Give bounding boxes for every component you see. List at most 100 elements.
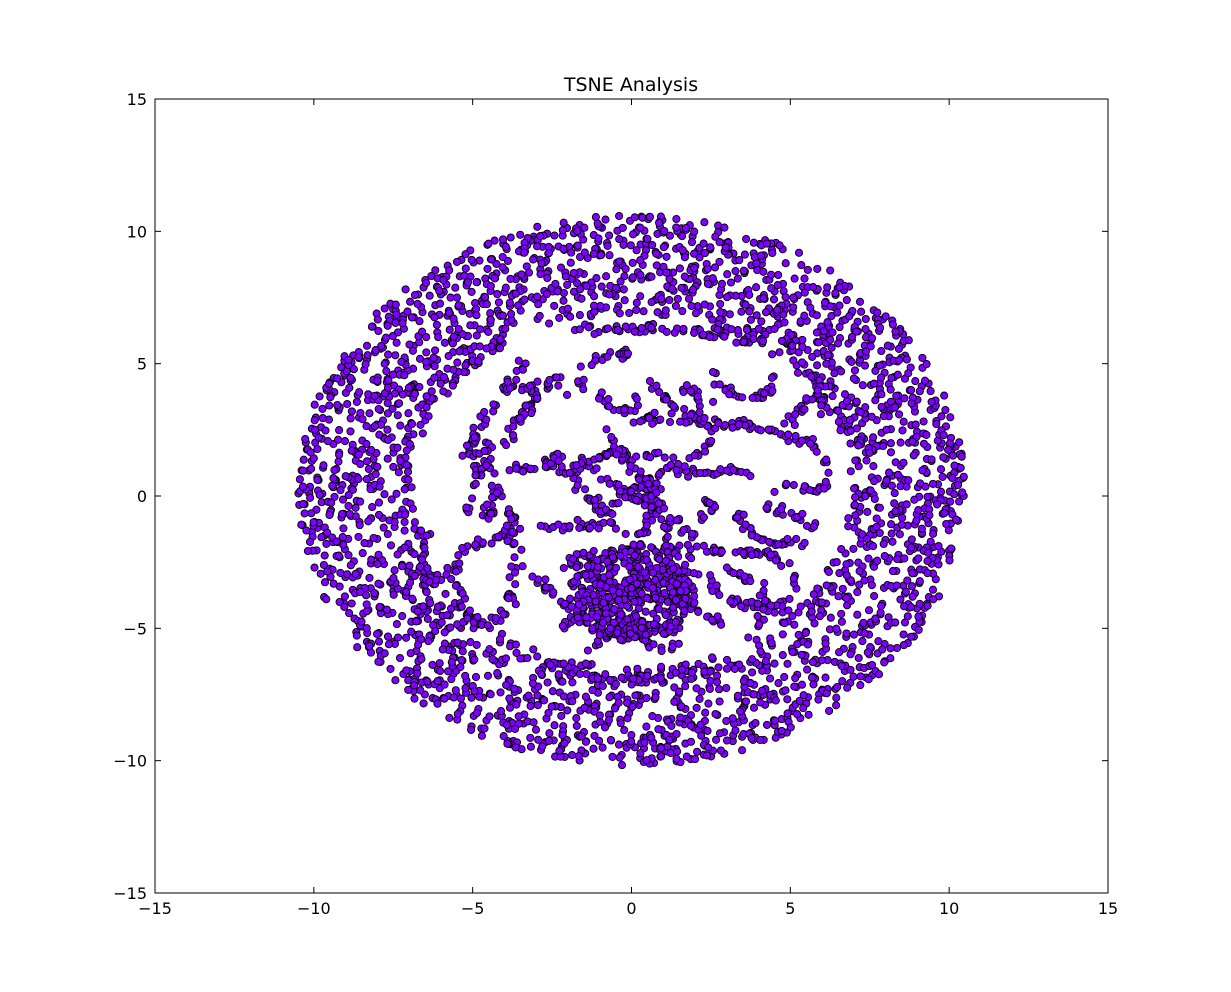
data-point xyxy=(851,456,860,465)
data-point xyxy=(860,629,869,638)
data-point xyxy=(677,702,686,711)
data-point xyxy=(808,352,817,361)
data-point xyxy=(480,446,489,456)
data-point xyxy=(371,346,380,355)
data-point xyxy=(855,567,864,576)
data-point xyxy=(684,294,694,303)
data-point xyxy=(498,235,508,244)
data-point xyxy=(662,327,671,336)
data-point xyxy=(890,499,899,508)
data-point xyxy=(778,651,787,660)
data-point xyxy=(809,590,818,599)
data-point xyxy=(886,439,895,448)
data-point xyxy=(471,672,481,682)
data-point xyxy=(762,503,771,512)
data-point xyxy=(332,537,341,546)
data-point xyxy=(739,337,748,346)
data-point xyxy=(867,581,876,590)
data-point xyxy=(510,684,519,693)
data-point xyxy=(770,487,779,496)
data-point xyxy=(838,677,847,686)
data-point xyxy=(672,516,681,525)
data-point xyxy=(738,746,747,755)
data-point xyxy=(820,484,829,493)
data-point xyxy=(548,687,557,696)
data-point xyxy=(652,488,661,497)
data-point xyxy=(495,344,505,353)
data-point xyxy=(620,405,629,414)
data-point xyxy=(573,572,582,581)
data-point xyxy=(383,425,392,434)
data-point xyxy=(911,377,920,386)
chart-title: TSNE Analysis xyxy=(563,74,698,96)
data-point xyxy=(803,665,812,674)
data-point xyxy=(909,451,918,460)
data-point xyxy=(421,278,431,288)
data-point xyxy=(374,637,384,646)
data-point xyxy=(786,723,795,732)
data-point xyxy=(470,655,479,664)
data-point xyxy=(341,472,350,481)
data-point xyxy=(444,351,453,361)
data-point xyxy=(384,640,393,649)
data-point xyxy=(657,294,666,304)
data-point xyxy=(630,551,639,560)
data-point xyxy=(467,255,476,264)
data-point xyxy=(357,617,366,626)
data-point xyxy=(661,306,670,315)
data-point xyxy=(484,239,493,248)
data-point xyxy=(593,674,602,683)
data-point xyxy=(755,591,764,600)
data-point xyxy=(862,534,872,543)
data-point xyxy=(715,697,724,706)
data-point xyxy=(788,612,797,621)
data-point xyxy=(505,573,514,582)
data-point xyxy=(307,464,316,473)
data-point xyxy=(528,679,537,688)
data-point xyxy=(515,414,525,423)
data-point xyxy=(856,672,865,681)
data-point xyxy=(822,359,831,368)
data-point xyxy=(946,544,956,553)
data-point xyxy=(855,580,864,589)
data-point xyxy=(679,525,688,534)
data-point xyxy=(346,561,355,570)
data-point xyxy=(430,362,439,371)
data-point xyxy=(822,581,831,590)
data-point xyxy=(574,600,583,609)
data-point xyxy=(700,300,709,309)
data-point xyxy=(453,358,462,367)
data-point xyxy=(800,288,809,297)
data-point xyxy=(416,686,425,695)
data-point xyxy=(637,623,646,632)
data-point xyxy=(449,332,458,341)
y-tick-label: 0 xyxy=(137,487,147,506)
data-point xyxy=(948,451,958,460)
data-point xyxy=(836,426,845,435)
data-point xyxy=(397,357,406,366)
data-point xyxy=(493,290,502,299)
data-point xyxy=(826,613,835,622)
data-point xyxy=(572,721,581,730)
data-point xyxy=(535,311,544,320)
data-point xyxy=(809,680,818,689)
data-point xyxy=(457,655,466,665)
data-point xyxy=(354,450,363,459)
data-point xyxy=(728,714,737,723)
data-point xyxy=(940,509,949,518)
data-point xyxy=(410,389,419,398)
data-point xyxy=(757,317,766,326)
data-point xyxy=(466,321,475,330)
data-point xyxy=(655,555,664,564)
data-point xyxy=(823,351,833,360)
data-point xyxy=(384,350,393,359)
data-point xyxy=(681,560,690,569)
data-point xyxy=(643,594,652,603)
data-point xyxy=(471,479,480,488)
data-point xyxy=(344,551,353,560)
data-point xyxy=(310,563,319,572)
data-point xyxy=(637,323,646,333)
data-point xyxy=(767,638,776,648)
data-point xyxy=(682,752,691,761)
data-point xyxy=(691,309,701,318)
